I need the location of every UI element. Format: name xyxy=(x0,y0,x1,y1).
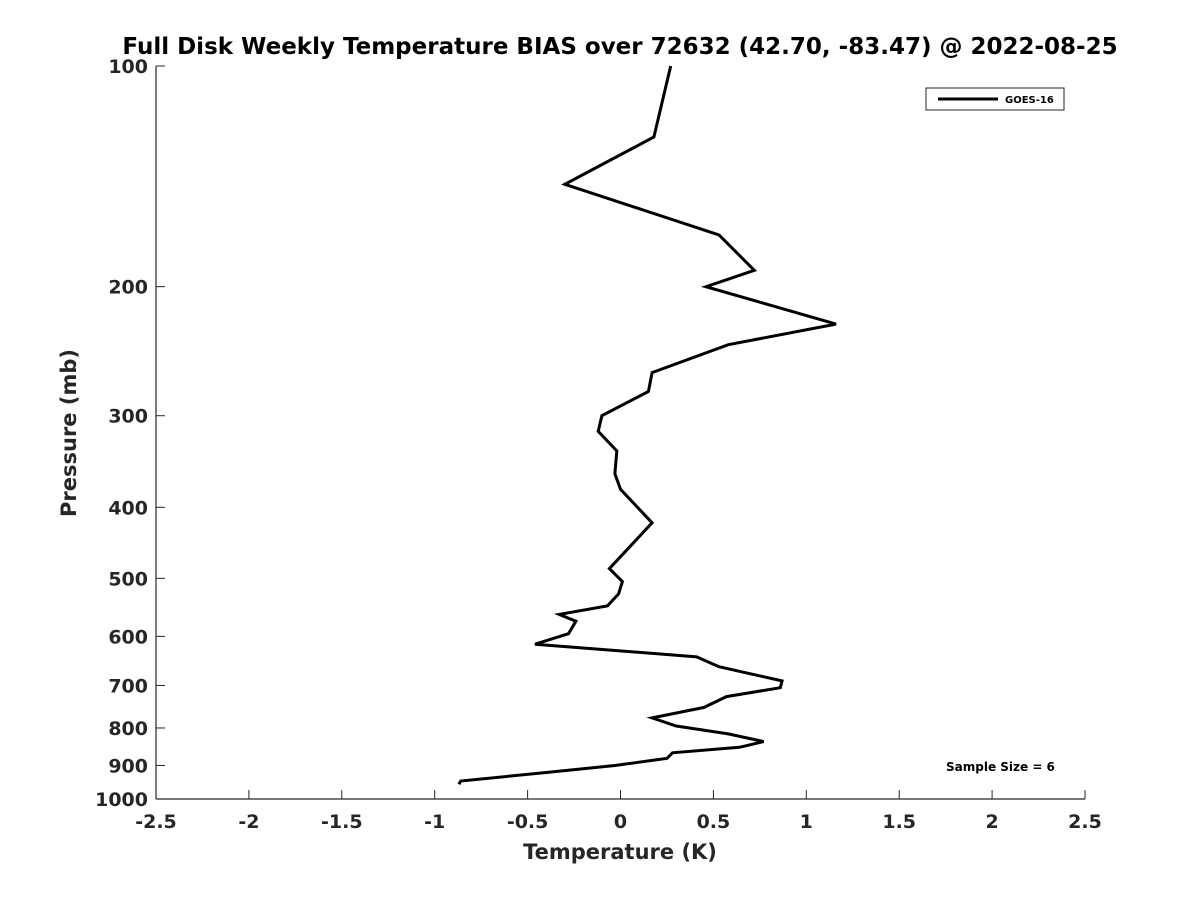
x-tick-label: -1 xyxy=(424,811,445,833)
y-tick-label: 700 xyxy=(108,675,148,697)
y-tick-label: 600 xyxy=(108,626,148,648)
sample-size-annotation: Sample Size = 6 xyxy=(946,760,1055,774)
y-tick-label: 100 xyxy=(108,56,148,78)
series-line-goes-16 xyxy=(457,65,837,786)
y-axis-label: Pressure (mb) xyxy=(57,349,81,517)
x-tick-label: 1 xyxy=(800,811,813,833)
y-tick-label: 400 xyxy=(108,497,148,519)
x-tick-label: 0 xyxy=(614,811,627,833)
x-tick-label: -2.5 xyxy=(135,811,177,833)
chart-title: Full Disk Weekly Temperature BIAS over 7… xyxy=(122,34,1117,60)
x-tick-label: 2 xyxy=(985,811,998,833)
legend: GOES-16 xyxy=(925,87,1065,111)
legend-label-goes-16: GOES-16 xyxy=(1005,95,1054,106)
x-ticks: -2.5 -2 -1.5 -1 -0.5 0 0.5 1 1.5 2 2.5 xyxy=(135,790,1102,833)
x-tick-label: -1.5 xyxy=(321,811,363,833)
y-tick-label: 900 xyxy=(108,755,148,777)
x-tick-label: 0.5 xyxy=(697,811,731,833)
y-tick-label: 1000 xyxy=(95,789,148,811)
y-tick-label: 500 xyxy=(108,568,148,590)
y-ticks: 100 200 300 400 500 600 700 800 900 1000 xyxy=(95,56,165,811)
y-tick-label: 800 xyxy=(108,718,148,740)
x-tick-label: 2.5 xyxy=(1068,811,1102,833)
x-axis-label: Temperature (K) xyxy=(523,840,717,864)
y-tick-label: 300 xyxy=(108,406,148,428)
x-tick-label: 1.5 xyxy=(882,811,916,833)
y-tick-label: 200 xyxy=(108,277,148,299)
x-tick-label: -0.5 xyxy=(507,811,549,833)
x-tick-label: -2 xyxy=(238,811,259,833)
plot-area xyxy=(155,66,1085,800)
